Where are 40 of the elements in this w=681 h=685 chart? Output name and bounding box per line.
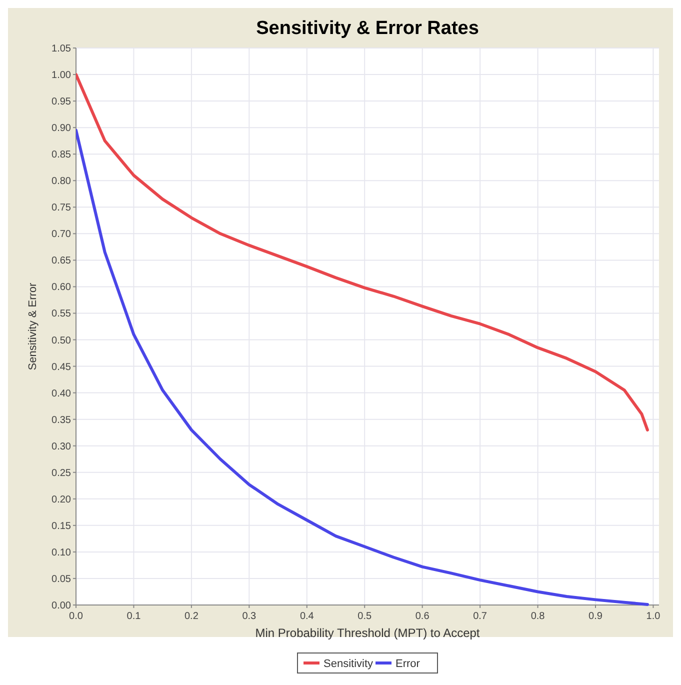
y-tick-label: 0.10: [52, 547, 72, 558]
y-axis-title: Sensitivity & Error: [27, 282, 39, 370]
legend-label: Sensitivity: [324, 658, 374, 670]
x-tick-label: 0.9: [588, 611, 603, 622]
x-tick-label: 0.6: [415, 611, 430, 622]
y-tick-label: 0.30: [52, 441, 72, 452]
line-series: [76, 128, 649, 606]
x-tick-label: 0.4: [300, 611, 314, 622]
y-tick-label: 0.15: [52, 520, 72, 532]
y-tick-label: 0.75: [52, 202, 72, 214]
y-tick-label: 0.85: [52, 150, 72, 161]
y-tick-label: 0.80: [52, 176, 72, 188]
x-tick-label: 1.0: [646, 611, 661, 622]
chart-title: Sensitivity & Error Rates: [256, 18, 479, 39]
x-axis-title: Min Probability Threshold (MPT) to Accept: [255, 626, 480, 640]
y-tick-label: 0.00: [52, 600, 72, 612]
x-tick-label: 0.8: [530, 611, 546, 622]
y-tick-label: 0.90: [52, 123, 72, 134]
legend-label: Error: [396, 658, 420, 670]
line-series: [76, 73, 649, 432]
x-tick-label: 0.0: [69, 611, 84, 622]
x-tick-label: 0.7: [473, 611, 488, 622]
y-tick-label: 0.35: [52, 414, 72, 426]
y-tick-label: 0.70: [52, 229, 72, 240]
y-tick-label: 0.95: [52, 96, 72, 108]
y-tick-label: 0.55: [52, 308, 72, 320]
y-tick-label: 0.50: [52, 335, 72, 346]
y-tick-label: 0.60: [52, 282, 72, 294]
y-tick-label: 1.05: [52, 44, 72, 54]
x-tick-label: 0.3: [242, 611, 257, 622]
y-tick-label: 0.45: [52, 362, 72, 373]
x-tick-label: 0.2: [184, 611, 199, 622]
y-tick-label: 1.00: [52, 70, 72, 82]
x-tick-label: 0.1: [126, 611, 142, 622]
y-tick-label: 0.25: [52, 468, 72, 479]
y-tick-label: 0.40: [52, 388, 72, 400]
y-tick-label: 0.05: [52, 574, 72, 585]
x-tick-label: 0.5: [358, 611, 372, 622]
y-tick-label: 0.20: [52, 494, 72, 506]
y-tick-label: 0.65: [52, 256, 72, 267]
